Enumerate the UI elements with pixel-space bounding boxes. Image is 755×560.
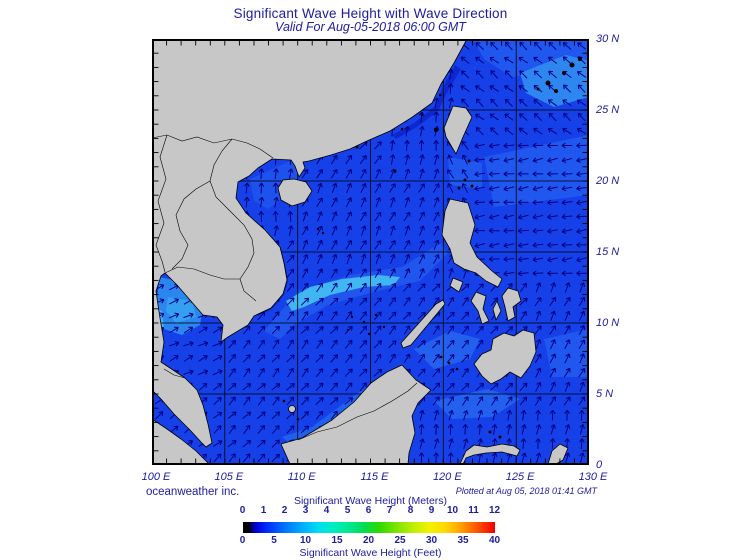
- legend-meters-label: Significant Wave Height (Meters): [293, 495, 448, 507]
- land-luzon: [441, 198, 503, 288]
- meters-tick: 8: [407, 505, 414, 516]
- feet-tick: 20: [362, 534, 375, 546]
- land-cebu: [492, 300, 502, 321]
- land-panay-negros: [470, 291, 490, 325]
- meters-tick: 6: [365, 505, 372, 516]
- lon-tick-label: 115 E: [360, 471, 389, 483]
- land-mindanao: [473, 329, 537, 385]
- lat-tick-label: 20 N: [596, 175, 620, 187]
- land-hainan: [277, 178, 313, 207]
- small-islands: [282, 57, 582, 439]
- meters-tick: 9: [428, 505, 435, 516]
- lat-tick-label: 25 N: [596, 104, 620, 116]
- land-natuna: [288, 405, 296, 413]
- feet-tick: 35: [457, 534, 469, 546]
- meters-tick: 11: [468, 505, 479, 516]
- land-sulawesi: [459, 443, 521, 465]
- feet-tick: 0: [239, 534, 246, 546]
- figure-title: Significant Wave Height with Wave Direct…: [233, 6, 508, 21]
- meters-tick: 0: [239, 505, 246, 516]
- plotted-timestamp: Plotted at Aug 05, 2018 01:41 GMT: [455, 486, 597, 496]
- figure-valid-time: Valid For Aug-05-2018 06:00 GMT: [275, 20, 466, 34]
- land-sumatra: [152, 418, 210, 465]
- feet-tick: 15: [331, 534, 343, 546]
- legend-feet-label: Significant Wave Height (Feet): [299, 547, 442, 559]
- land-asia-mainland: [152, 39, 468, 448]
- meters-tick: 4: [323, 505, 330, 516]
- meters-tick: 10: [446, 505, 459, 516]
- colorbar: [242, 521, 495, 533]
- land-borneo: [280, 364, 432, 465]
- feet-tick: 10: [299, 534, 312, 546]
- meters-tick: 3: [302, 505, 309, 516]
- lat-tick-label: 5 N: [596, 388, 614, 400]
- lat-tick-label: 30 N: [596, 33, 620, 45]
- meters-tick: 12: [488, 505, 501, 516]
- map-frame: [152, 39, 589, 465]
- lon-tick-label: 105 E: [214, 471, 244, 483]
- axis-ticks: [154, 41, 587, 463]
- meters-tick: 1: [260, 505, 267, 516]
- feet-tick: 40: [488, 534, 501, 546]
- lon-tick-label: 100 E: [141, 471, 171, 483]
- meters-tick: 5: [344, 505, 351, 516]
- land-taiwan: [443, 105, 473, 155]
- lat-tick-label: 0: [596, 459, 603, 471]
- lon-tick-label: 110 E: [287, 471, 316, 483]
- feet-tick: 5: [271, 534, 277, 546]
- meters-tick: 2: [281, 505, 288, 516]
- meters-tick: 7: [386, 505, 393, 516]
- lat-tick-label: 10 N: [596, 317, 620, 329]
- landmasses: [152, 39, 569, 465]
- land-mindoro: [449, 277, 464, 293]
- oceanweather-credit: oceanweather inc.: [146, 486, 240, 498]
- feet-tick: 30: [425, 534, 438, 546]
- land-palawan: [400, 299, 446, 349]
- lat-tick-label: 15 N: [596, 246, 620, 258]
- land-samar-leyte: [501, 287, 522, 322]
- country-borders: [152, 134, 418, 441]
- lon-tick-label: 125 E: [505, 471, 535, 483]
- wave-map-canvas: [152, 39, 589, 465]
- lon-tick-label: 130 E: [578, 471, 608, 483]
- feet-tick: 25: [394, 534, 406, 546]
- lon-tick-label: 120 E: [432, 471, 462, 483]
